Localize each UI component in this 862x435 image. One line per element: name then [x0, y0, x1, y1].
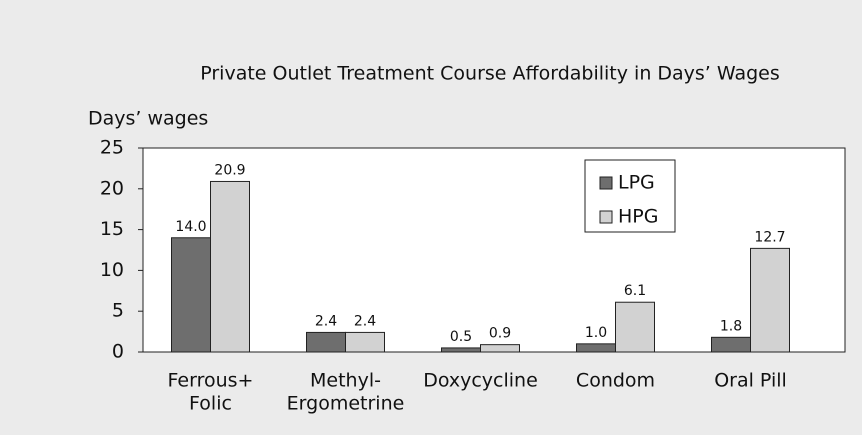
value-label: 0.5 — [450, 329, 472, 345]
legend-swatch — [599, 176, 613, 190]
y-tick-label: 5 — [112, 300, 124, 322]
y-tick-label: 10 — [100, 259, 124, 281]
value-label: 0.9 — [489, 326, 511, 342]
chart-title: Private Outlet Treatment Course Affordab… — [200, 63, 780, 85]
y-tick-label: 0 — [112, 341, 124, 363]
x-tick-label: Methyl- — [310, 370, 381, 392]
value-label: 6.1 — [624, 283, 646, 299]
bar — [345, 331, 385, 353]
bar — [210, 180, 250, 353]
bar — [615, 301, 655, 353]
bar — [480, 344, 520, 353]
legend-swatch — [599, 210, 613, 224]
x-tick-label: Condom — [576, 370, 655, 392]
y-tick-label: 20 — [100, 177, 124, 199]
bar — [306, 331, 346, 353]
bar — [171, 237, 211, 353]
value-label: 20.9 — [214, 162, 245, 178]
bar — [711, 336, 751, 353]
x-tick-label: Doxycycline — [423, 370, 538, 392]
legend-label: LPG — [618, 172, 655, 194]
value-label: 14.0 — [175, 219, 206, 235]
value-label: 1.8 — [720, 318, 742, 334]
value-label: 2.4 — [354, 313, 376, 329]
x-tick-label: Oral Pill — [714, 370, 787, 392]
bar — [441, 347, 481, 353]
x-tick-label: Folic — [189, 393, 232, 415]
bar — [750, 247, 790, 353]
x-tick-label: Ferrous+ — [168, 370, 254, 392]
bar — [576, 343, 616, 353]
y-tick-label: 15 — [100, 218, 124, 240]
y-axis-label: Days’ wages — [88, 108, 208, 130]
value-label: 2.4 — [315, 313, 337, 329]
value-label: 1.0 — [585, 325, 607, 341]
legend-label: HPG — [618, 206, 658, 228]
plot-area — [142, 147, 846, 353]
x-tick-label: Ergometrine — [287, 393, 405, 415]
y-tick-label: 25 — [100, 137, 124, 159]
value-label: 12.7 — [754, 229, 785, 245]
